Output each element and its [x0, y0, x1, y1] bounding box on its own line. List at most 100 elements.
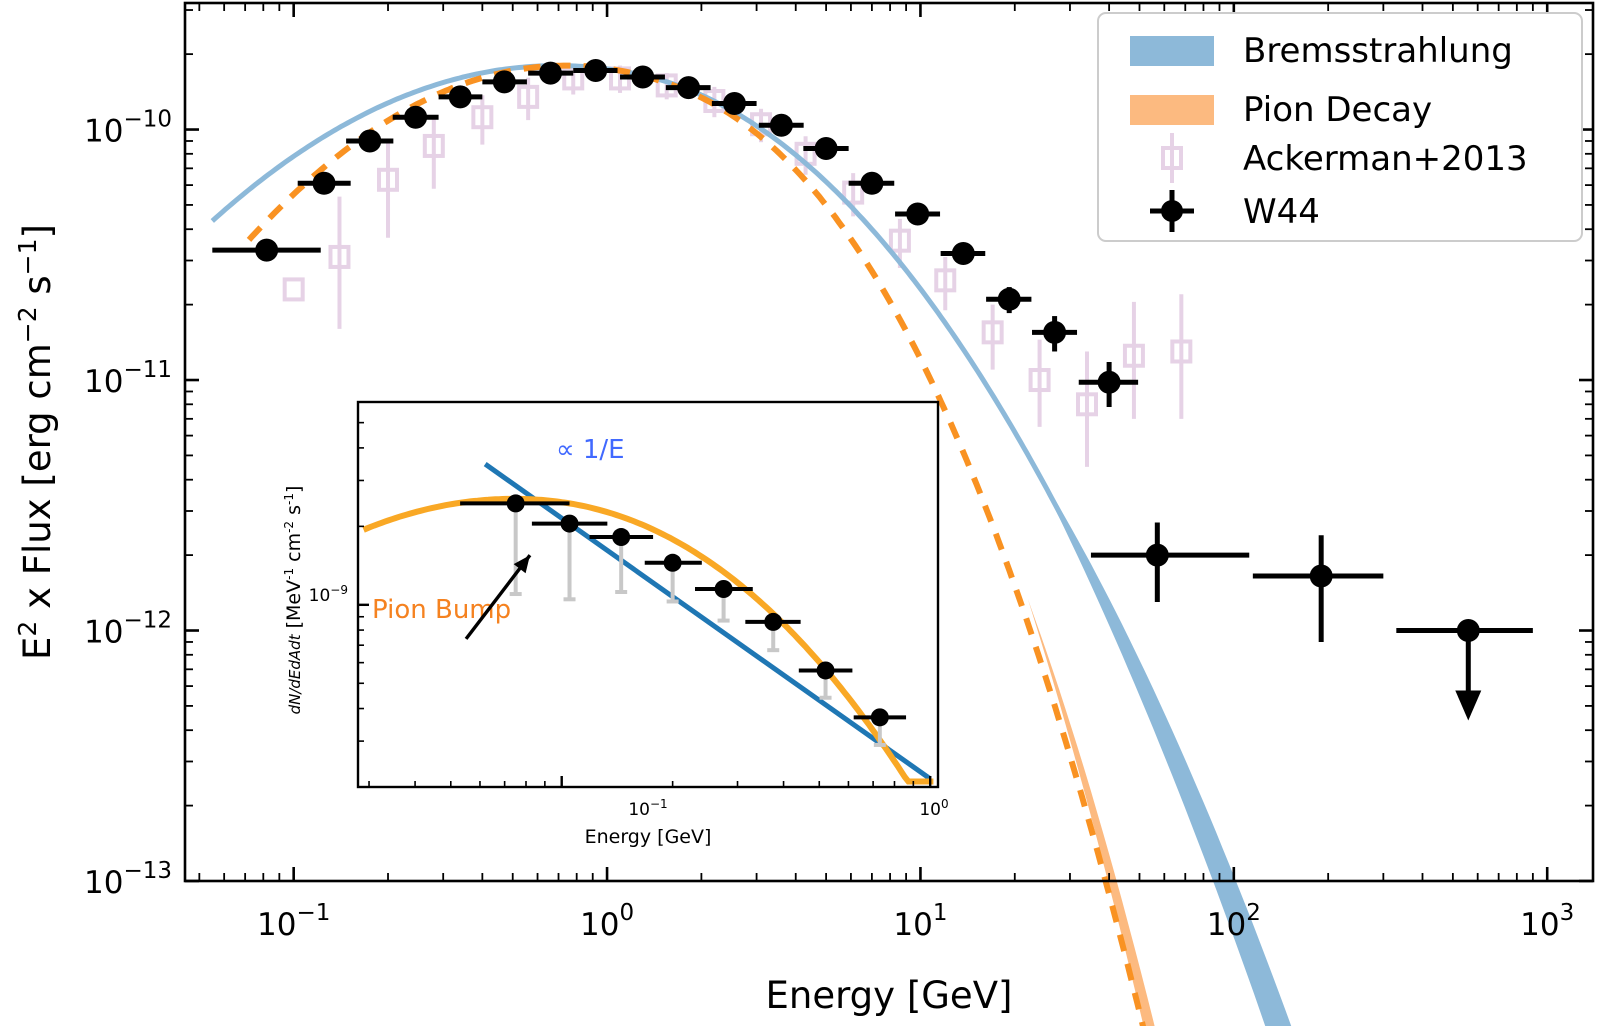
w44-marker: [631, 65, 655, 89]
w44-marker: [1456, 619, 1480, 643]
ackerman-marker: [328, 244, 351, 269]
w44-point: [895, 202, 941, 226]
inset-pointer-arrow: [464, 554, 532, 640]
inset-y-label-units-b: cm: [283, 533, 305, 568]
w44-point: [573, 59, 618, 83]
inset-y-axis-label-group: dN/dEdAdt [MeV-1 cm-2 s-1]: [282, 486, 305, 715]
w44-point: [986, 287, 1032, 314]
legend-swatch-bremsstrahlung: [1130, 36, 1214, 66]
ackerman-marker: [282, 277, 305, 302]
w44-point: [528, 61, 574, 85]
legend-label-bremsstrahlung[interactable]: Bremsstrahlung: [1243, 31, 1513, 71]
inset-annotation-pion-bump: Pion Bump: [372, 595, 511, 625]
ackerman-point: [328, 196, 351, 329]
x-tick-label-0: 10−1: [257, 900, 330, 943]
ackerman-marker: [981, 320, 1004, 345]
inset-y-axis-label: dN/dEdAdt [MeV-1 cm-2 s-1]: [282, 486, 305, 715]
w44-point: [848, 171, 895, 195]
main-y-axis-label-group: E2 x Flux [erg cm−2 s−1]: [13, 224, 59, 660]
w44-point: [392, 105, 439, 129]
legend-label-pion-decay[interactable]: Pion Decay: [1243, 90, 1432, 130]
w44-marker: [1145, 543, 1169, 567]
bremsstrahlung-band: [1027, 454, 1292, 1026]
w44-marker: [584, 59, 608, 83]
main-y-axis-label: E2 x Flux [erg cm−2 s−1]: [13, 224, 59, 660]
w44-marker: [1043, 320, 1067, 344]
inset-marker: [560, 514, 579, 533]
w44-point: [1252, 535, 1384, 642]
w44-marker: [677, 76, 701, 100]
w44-point: [1090, 522, 1250, 602]
ackerman-point: [282, 277, 305, 302]
w44-marker: [448, 85, 472, 109]
inset-plot: ∝ 1/E Pion Bump Energy [GeV] 10−9 10−1 1…: [282, 400, 949, 848]
inset-y-label-units-d: ]: [283, 486, 305, 493]
w44-point: [482, 70, 527, 94]
y-tick-exponent-1: −11: [123, 357, 172, 383]
ackerman-marker: [1122, 343, 1145, 368]
inset-marker: [764, 612, 783, 631]
pion-decay-band: [1027, 598, 1155, 1026]
w44-point: [1078, 362, 1139, 408]
legend-box: [1097, 12, 1583, 242]
ackerman-point: [934, 256, 957, 311]
w44-points-group: [212, 59, 1533, 721]
legend-marker-ackerman: [1161, 133, 1183, 183]
ackerman-point: [1075, 351, 1098, 467]
x-tick-exponent-2: 1: [933, 900, 948, 926]
inset-data-point: [460, 494, 570, 597]
ackerman-point: [1122, 301, 1145, 419]
ackerman-point: [517, 77, 540, 121]
w44-marker: [906, 202, 930, 226]
w44-point: [297, 171, 351, 195]
inset-frame: [356, 400, 940, 789]
inset-data-point: [798, 661, 853, 700]
inset-arrow-shaft: [464, 554, 532, 640]
inset-marker: [663, 553, 682, 572]
inset-y-tick-exponent: −9: [330, 583, 348, 597]
ackerman-marker: [517, 84, 540, 109]
inset-data-point: [531, 514, 608, 602]
inset-arrow-head: [513, 555, 530, 574]
inset-marker: [714, 579, 733, 598]
x-tick-exponent-3: 2: [1246, 900, 1261, 926]
legend: Bremsstrahlung Pion Decay Ackerman+2013 …: [1097, 12, 1583, 242]
w44-point: [803, 137, 849, 161]
w44-point: [665, 76, 711, 100]
ackerman-points-group: [282, 64, 1193, 467]
inset-x-tick-exponent-1: 0: [941, 797, 949, 811]
ackerman-marker: [1075, 392, 1098, 417]
ackerman-marker: [934, 268, 957, 293]
y-label-s: s: [16, 275, 59, 306]
w44-marker: [814, 137, 838, 161]
w44-point: [940, 241, 986, 265]
main-axes-frame: [183, 1, 1595, 883]
inset-pion-bump-curve: [362, 495, 934, 785]
inset-marker: [870, 708, 889, 727]
ackerman-marker: [422, 133, 445, 158]
w44-marker: [358, 129, 382, 153]
w44-marker: [255, 238, 279, 262]
ackerman-point: [981, 304, 1004, 370]
w44-point: [438, 85, 483, 109]
w44-marker: [951, 241, 975, 265]
ackerman-point: [471, 95, 494, 145]
legend-label-w44[interactable]: W44: [1243, 192, 1320, 232]
inset-y-label-units-c: s: [283, 505, 305, 521]
inset-data-point: [589, 528, 654, 594]
inset-y-label-sup3: -1: [282, 493, 296, 505]
y-label-sup-m2: −2: [13, 306, 42, 343]
ackerman-marker: [888, 228, 911, 253]
legend-label-ackerman[interactable]: Ackerman+2013: [1243, 139, 1528, 179]
main-ticks-group: [185, 3, 1593, 883]
w44-point: [212, 238, 321, 262]
y-label-E: E: [16, 637, 59, 660]
w44-point: [1396, 619, 1533, 721]
inset-marker: [816, 661, 835, 680]
ackerman-point: [377, 142, 400, 238]
w44-marker: [1309, 564, 1333, 588]
pion-decay-dashed-curve: [246, 62, 1147, 1026]
y-label-sup-m1: −1: [13, 238, 42, 275]
legend-swatch-pion-decay: [1130, 95, 1214, 125]
